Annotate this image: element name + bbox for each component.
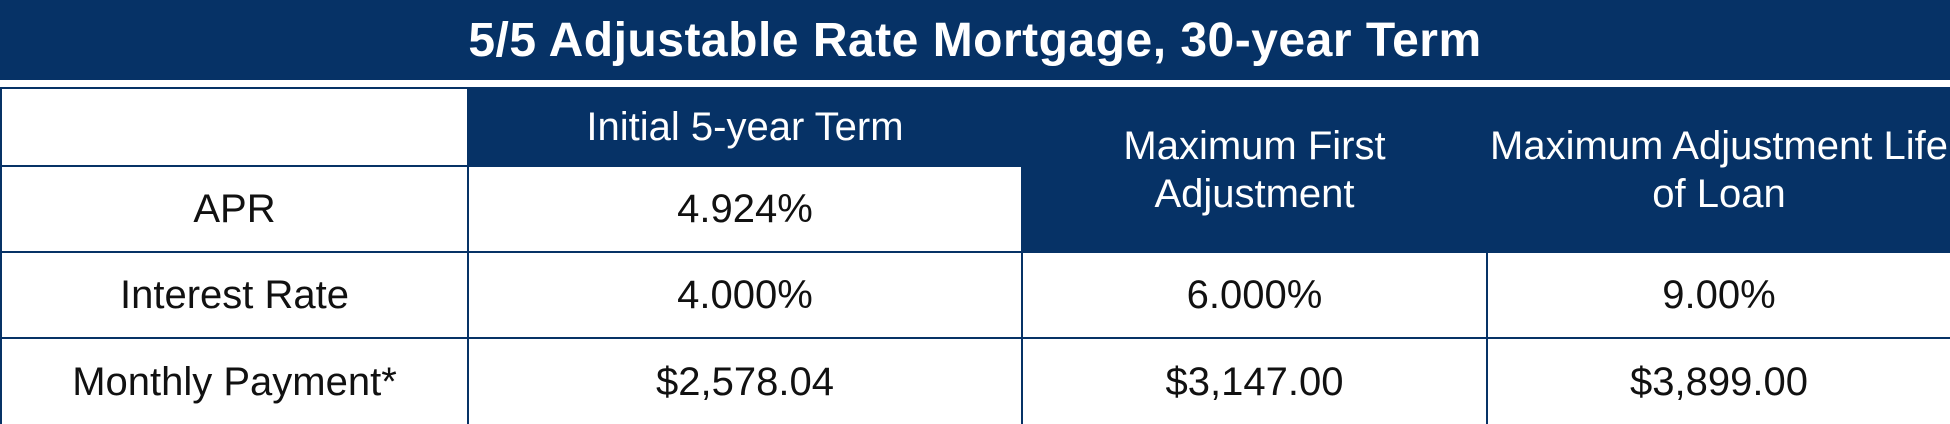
cell-interest-initial: 4.000% — [467, 251, 1023, 339]
header-max-life-adjustment: Maximum Adjustment Life of Loan — [1486, 87, 1950, 253]
blank-header-cell — [0, 87, 469, 167]
cell-apr-initial: 4.924% — [467, 165, 1023, 253]
table-row-interest-rate: Interest Rate 4.000% 6.000% 9.00% — [0, 251, 1950, 339]
cell-payment-max-life: $3,899.00 — [1486, 337, 1950, 424]
rate-table: Initial 5-year Term Maximum First Adjust… — [0, 87, 1950, 424]
header-max-first-adjustment: Maximum First Adjustment — [1021, 87, 1488, 253]
table-row-apr: APR 4.924% — [0, 165, 1950, 253]
header-row: Initial 5-year Term Maximum First Adjust… — [0, 87, 1950, 253]
row-label-monthly-payment: Monthly Payment* — [0, 337, 469, 424]
cell-interest-max-life: 9.00% — [1486, 251, 1950, 339]
row-label-apr: APR — [0, 165, 469, 253]
row-label-interest-rate: Interest Rate — [0, 251, 469, 339]
table-title: 5/5 Adjustable Rate Mortgage, 30-year Te… — [0, 0, 1950, 84]
cell-payment-initial: $2,578.04 — [467, 337, 1023, 424]
header-initial-term: Initial 5-year Term — [467, 87, 1023, 167]
cell-interest-max-first: 6.000% — [1021, 251, 1488, 339]
cell-payment-max-first: $3,147.00 — [1021, 337, 1488, 424]
table-row-monthly-payment: Monthly Payment* $2,578.04 $3,147.00 $3,… — [0, 337, 1950, 424]
